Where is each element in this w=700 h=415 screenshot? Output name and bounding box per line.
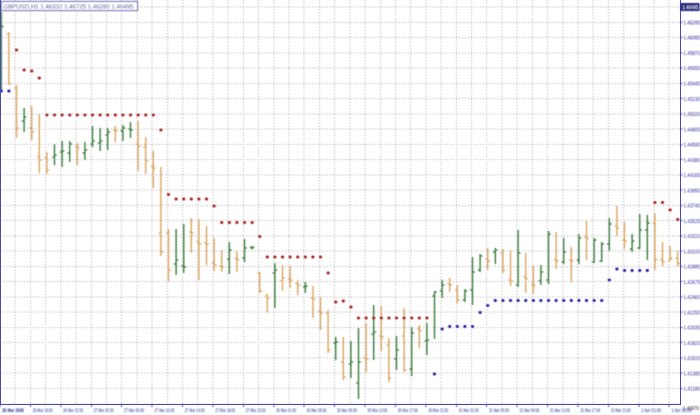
svg-text:31 Mar 21:00: 31 Mar 21:00: [611, 408, 631, 414]
svg-text:1.46495: 1.46495: [683, 5, 699, 11]
svg-text:1.45870: 1.45870: [684, 51, 700, 57]
svg-text:27 Mar 06:00: 27 Mar 06:00: [124, 408, 144, 414]
svg-text:31 Mar 13:00: 31 Mar 13:00: [550, 408, 570, 414]
svg-text:31 Mar 09:00: 31 Mar 09:00: [519, 408, 539, 414]
svg-text:30 Mar 09:00: 30 Mar 09:00: [337, 408, 357, 414]
svg-text:1.41180: 1.41180: [684, 387, 700, 393]
svg-text:31 Mar 05:00: 31 Mar 05:00: [489, 408, 509, 414]
svg-text:1.41820: 1.41820: [684, 341, 700, 347]
svg-text:27 Mar 22:00: 27 Mar 22:00: [246, 408, 266, 414]
svg-text:1.43525: 1.43525: [684, 219, 700, 225]
svg-text:1.45655: 1.45655: [684, 66, 700, 72]
svg-text:27 Mar 10:00: 27 Mar 10:00: [154, 408, 174, 414]
svg-text:31 Mar 17:00: 31 Mar 17:00: [580, 408, 600, 414]
svg-text:1.44380: 1.44380: [684, 158, 700, 164]
svg-text:1.43310: 1.43310: [684, 234, 700, 240]
svg-text:30 Mar 05:00: 30 Mar 05:00: [307, 408, 327, 414]
svg-text:1.42250: 1.42250: [684, 310, 700, 316]
svg-text:30 Mar 17:00: 30 Mar 17:00: [398, 408, 418, 414]
svg-text:27 Mar 02:00: 27 Mar 02:00: [94, 408, 114, 414]
svg-text:1.41610: 1.41610: [684, 356, 700, 362]
svg-text:30 Mar 21:00: 30 Mar 21:00: [428, 408, 448, 414]
svg-text:1.44590: 1.44590: [684, 143, 700, 149]
svg-text:27 Mar 14:00: 27 Mar 14:00: [185, 408, 205, 414]
svg-text:1 Apr 05:00: 1 Apr 05:00: [672, 408, 692, 414]
svg-text:1.46085: 1.46085: [684, 36, 700, 42]
svg-text:27 Mar 18:00: 27 Mar 18:00: [215, 408, 235, 414]
svg-text:30 Mar 01:00: 30 Mar 01:00: [276, 408, 296, 414]
svg-text:1.43100: 1.43100: [684, 249, 700, 255]
svg-text:1.42885: 1.42885: [684, 265, 700, 271]
svg-text:1.43950: 1.43950: [684, 188, 700, 194]
svg-text:1.42675: 1.42675: [684, 280, 700, 286]
svg-text:1.45230: 1.45230: [684, 97, 700, 103]
svg-text:1.43740: 1.43740: [684, 204, 700, 210]
svg-text:1.46295: 1.46295: [684, 21, 700, 27]
svg-text:1.42460: 1.42460: [684, 295, 700, 301]
svg-text:30 Mar 13:00: 30 Mar 13:00: [367, 408, 387, 414]
svg-text:1.45020: 1.45020: [684, 112, 700, 118]
svg-text:1.41395: 1.41395: [684, 371, 700, 377]
svg-text:1 Apr 01:00: 1 Apr 01:00: [641, 408, 661, 414]
svg-text:1.40970: 1.40970: [683, 406, 699, 412]
svg-text:26 Mar 22:00: 26 Mar 22:00: [63, 408, 83, 414]
svg-text:31 Mar 01:00: 31 Mar 01:00: [459, 408, 479, 414]
svg-text:1.44805: 1.44805: [684, 127, 700, 133]
svg-text:26 Mar 2009: 26 Mar 2009: [2, 408, 24, 414]
svg-text:1.45445: 1.45445: [684, 82, 700, 88]
svg-text:GBPUSD,H1 1.46310 1.46725 1.46: GBPUSD,H1 1.46310 1.46725 1.46280 1.4649…: [4, 3, 135, 10]
svg-text:1.44165: 1.44165: [684, 173, 700, 179]
svg-text:26 Mar 18:00: 26 Mar 18:00: [33, 408, 53, 414]
svg-text:1.42035: 1.42035: [684, 326, 700, 332]
